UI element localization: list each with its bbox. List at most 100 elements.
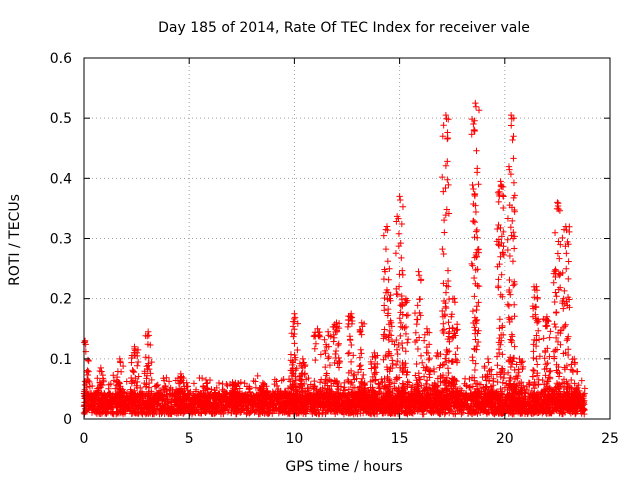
data-point xyxy=(341,379,348,387)
data-point xyxy=(397,302,404,309)
data-point xyxy=(469,262,476,269)
data-point xyxy=(190,380,198,387)
data-point xyxy=(243,410,250,418)
data-point xyxy=(152,383,160,390)
data-point xyxy=(291,310,298,317)
data-point xyxy=(237,409,244,416)
data-point xyxy=(250,377,257,385)
data-point xyxy=(417,352,425,359)
data-point xyxy=(325,353,333,361)
grid-lines xyxy=(84,58,610,419)
data-point xyxy=(333,379,341,386)
data-point xyxy=(445,319,452,326)
data-point xyxy=(398,254,405,262)
data-point xyxy=(404,311,412,319)
data-point xyxy=(94,375,101,382)
data-point xyxy=(504,236,511,244)
data-point xyxy=(498,271,505,278)
data-point xyxy=(403,312,410,319)
data-point xyxy=(494,225,501,233)
data-point xyxy=(510,282,517,289)
data-point xyxy=(380,232,388,239)
data-point xyxy=(134,346,142,354)
data-point xyxy=(439,245,446,253)
data-point xyxy=(509,258,517,265)
data-point xyxy=(317,351,325,358)
data-point xyxy=(472,360,479,367)
data-point xyxy=(311,345,319,352)
data-point xyxy=(299,355,307,363)
data-point xyxy=(382,245,390,253)
data-point xyxy=(161,383,169,390)
data-point xyxy=(397,319,405,327)
data-point xyxy=(413,320,420,328)
data-point xyxy=(510,155,517,162)
data-point xyxy=(426,354,433,362)
data-point xyxy=(348,341,355,349)
data-point xyxy=(357,346,364,353)
data-point xyxy=(440,250,447,258)
data-point xyxy=(252,378,259,385)
data-point xyxy=(397,332,404,340)
data-point xyxy=(469,181,476,189)
data-point xyxy=(397,196,404,204)
data-point xyxy=(468,260,475,268)
data-point xyxy=(510,301,518,308)
data-point xyxy=(475,107,483,114)
data-point xyxy=(294,346,301,354)
data-point xyxy=(148,358,155,366)
data-point xyxy=(347,358,355,366)
data-point xyxy=(332,350,339,358)
data-point xyxy=(441,229,448,236)
data-point xyxy=(385,276,392,283)
data-point xyxy=(440,216,448,224)
data-point xyxy=(506,166,513,173)
data-point xyxy=(384,305,392,313)
data-point xyxy=(145,332,153,339)
data-point xyxy=(396,271,403,278)
data-point xyxy=(473,169,481,176)
data-point xyxy=(153,409,160,416)
data-point xyxy=(497,178,504,185)
data-point xyxy=(154,381,162,389)
data-point xyxy=(396,193,403,200)
data-point xyxy=(416,295,424,303)
data-point xyxy=(412,329,420,336)
data-point xyxy=(312,356,319,364)
data-point xyxy=(402,360,409,367)
data-point xyxy=(475,181,482,188)
data-point xyxy=(485,359,492,366)
data-point xyxy=(187,388,194,396)
data-point xyxy=(110,371,117,379)
data-point xyxy=(381,326,388,333)
data-point xyxy=(321,336,328,343)
data-point xyxy=(142,354,149,361)
data-point xyxy=(444,365,452,372)
data-point xyxy=(98,368,105,375)
data-point xyxy=(434,349,441,357)
data-point xyxy=(494,362,501,369)
data-point xyxy=(162,382,169,390)
data-point xyxy=(475,299,482,306)
data-point xyxy=(442,289,450,296)
data-point xyxy=(495,276,502,283)
data-point xyxy=(442,211,449,219)
data-point xyxy=(510,179,518,186)
data-point xyxy=(472,208,480,216)
data-point xyxy=(471,234,478,241)
data-point xyxy=(440,122,447,129)
data-point xyxy=(511,343,518,350)
data-point xyxy=(453,359,461,366)
data-point xyxy=(284,385,292,392)
data-point xyxy=(393,361,400,369)
data-point xyxy=(358,350,365,357)
data-point xyxy=(344,350,352,357)
data-point xyxy=(444,129,451,136)
data-point xyxy=(354,410,361,418)
data-point xyxy=(164,401,172,409)
data-point xyxy=(402,348,410,355)
data-point xyxy=(145,354,153,362)
data-point xyxy=(404,339,411,346)
data-point xyxy=(344,323,352,331)
data-point xyxy=(472,99,479,107)
